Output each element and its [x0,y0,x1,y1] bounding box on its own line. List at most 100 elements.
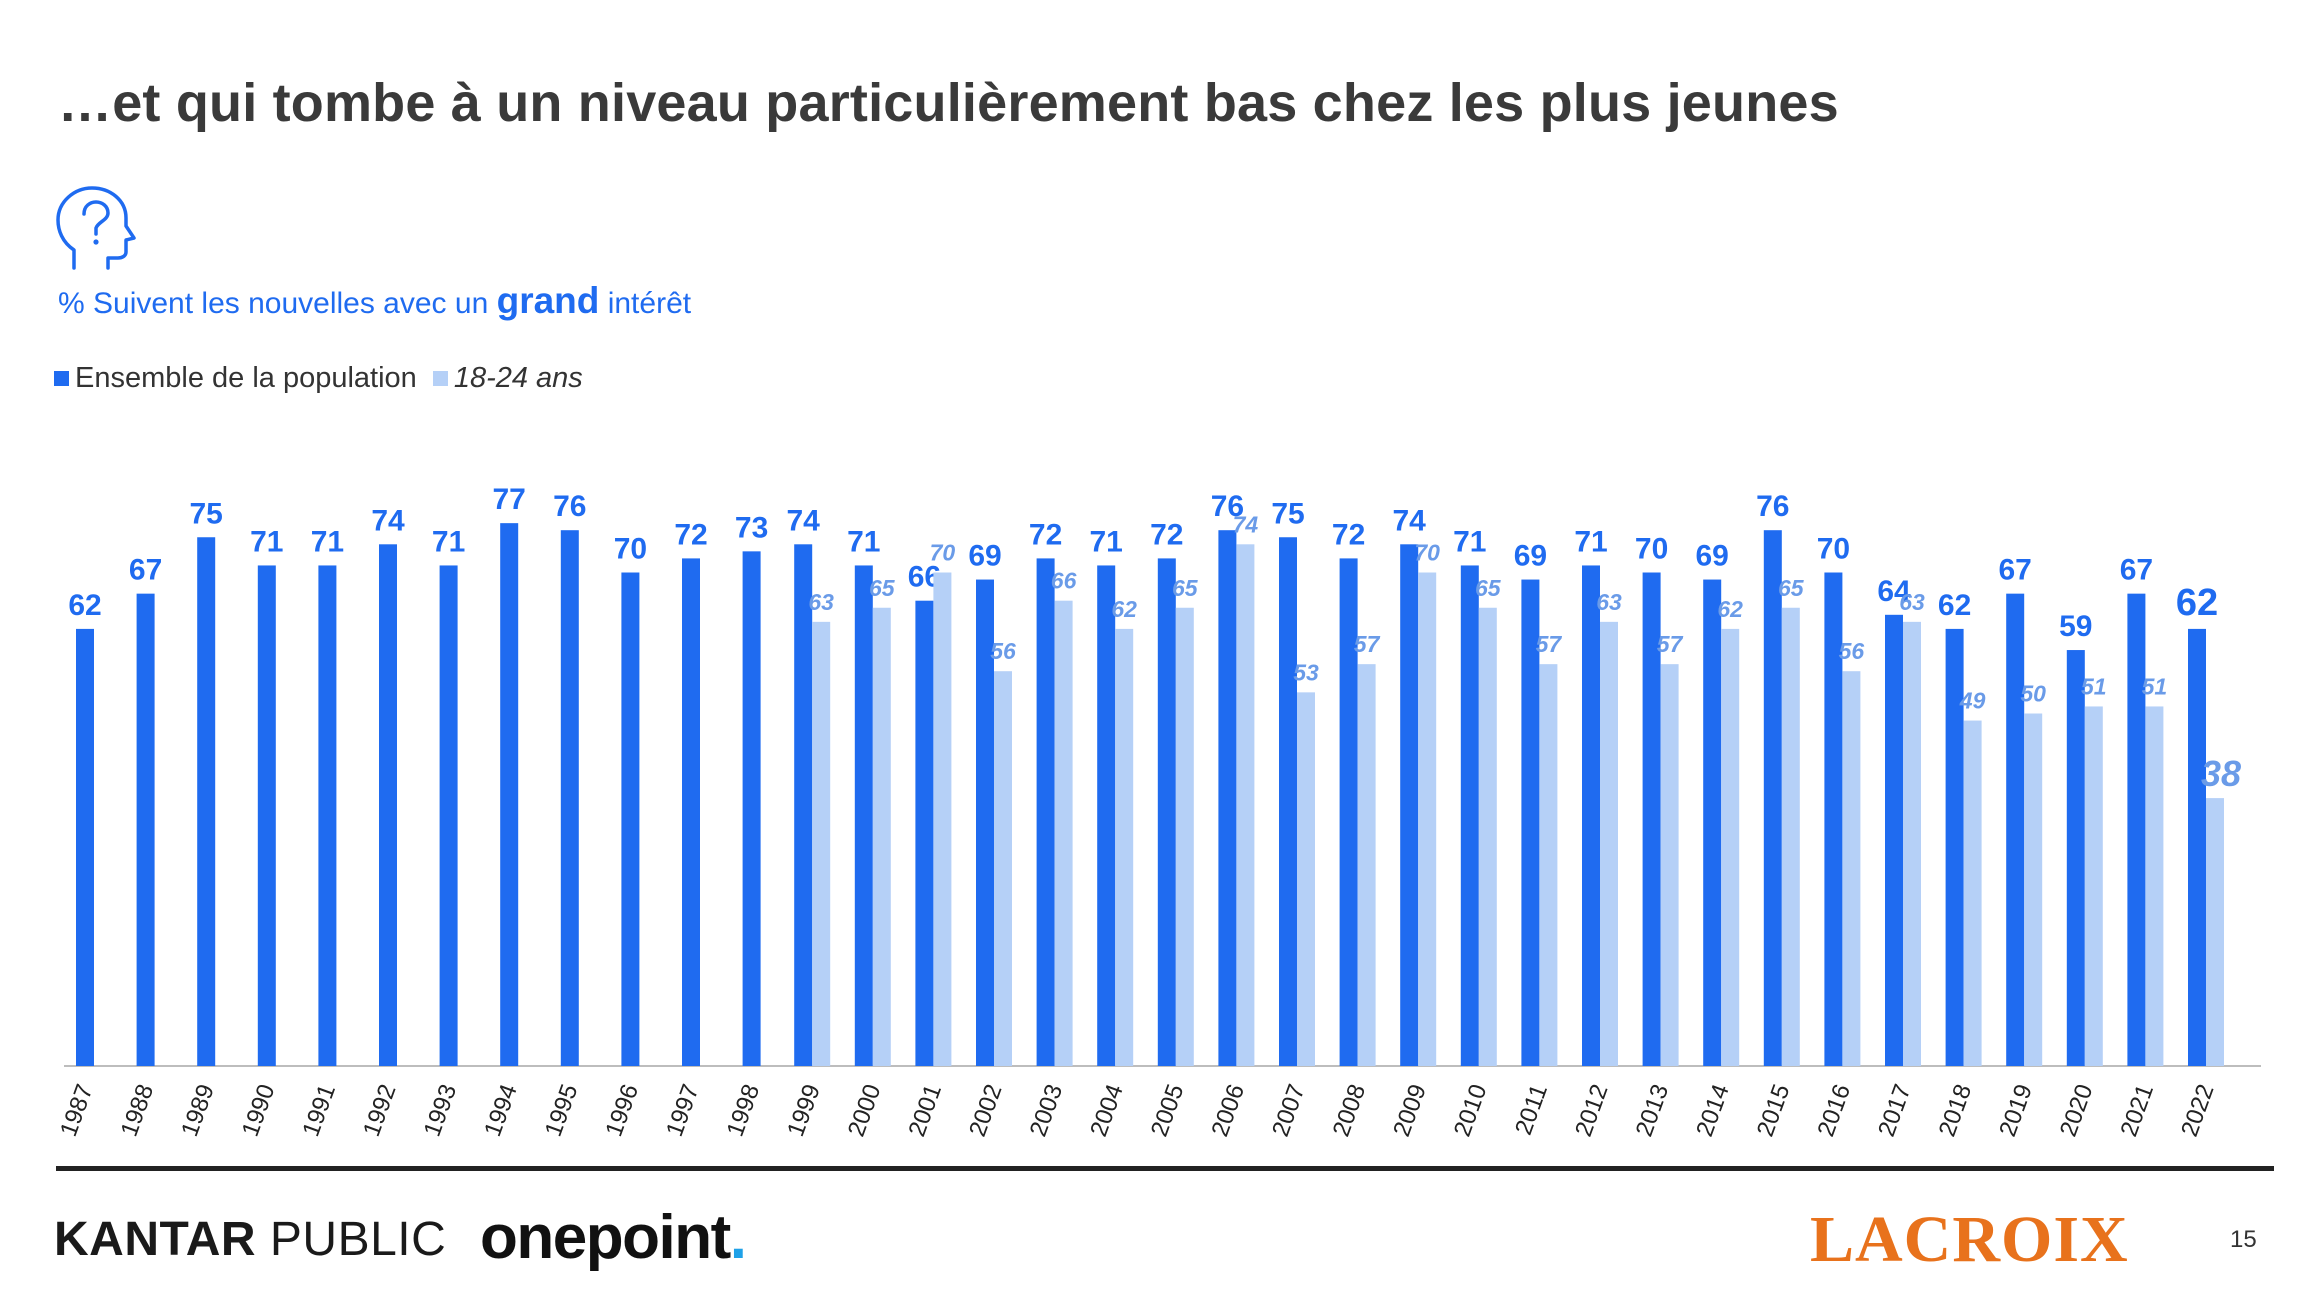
subtitle-suffix: intérêt [599,287,692,320]
x-tick-label-1991: 1991 [297,1081,341,1140]
data-label-population-2007: 75 [1271,497,1304,530]
x-tick-label-2001: 2001 [903,1081,947,1140]
data-label-population-2002: 69 [968,540,1001,573]
data-label-youth-2003: 66 [1051,568,1077,594]
bar-population-2012 [1582,565,1600,1066]
data-label-population-1989: 75 [190,497,223,530]
data-label-population-2003: 72 [1029,518,1062,551]
data-label-youth-2018: 49 [1959,688,1986,714]
data-label-population-2021: 67 [2120,554,2153,587]
data-label-population-2018: 62 [1938,589,1971,622]
bar-population-2021 [2127,593,2146,1066]
bar-population-2008 [1339,558,1358,1066]
bar-youth-2014 [1721,628,1740,1066]
x-tick-label-2000: 2000 [843,1081,887,1140]
data-label-population-1998: 73 [735,511,768,544]
bar-youth-2017 [1903,621,1921,1066]
bar-population-1997 [682,558,700,1066]
legend-label-population: Ensemble de la population [75,362,417,394]
x-tick-label-1998: 1998 [722,1081,766,1140]
x-tick-label-2022: 2022 [2176,1081,2220,1140]
bar-youth-2012 [1600,621,1618,1066]
data-label-population-1994: 77 [493,483,526,516]
data-label-population-2022: 62 [2176,582,2218,624]
bar-population-1989 [197,537,216,1066]
legend-swatch-population [54,371,69,386]
data-label-population-2012: 71 [1574,525,1607,558]
data-label-population-2014: 69 [1696,540,1729,573]
bar-youth-2008 [1357,664,1376,1066]
bar-population-2006 [1218,530,1237,1066]
data-label-population-2005: 72 [1150,518,1183,551]
bar-population-1999 [794,544,813,1066]
data-label-youth-2014: 62 [1717,596,1743,622]
data-label-population-1997: 72 [674,518,707,551]
data-label-population-2020: 59 [2059,610,2092,643]
legend-item-population: Ensemble de la population [54,362,417,395]
public-logo-text: PUBLIC [256,1213,447,1266]
x-tick-label-2005: 2005 [1146,1081,1190,1140]
x-tick-label-1988: 1988 [116,1081,160,1140]
data-label-population-1988: 67 [129,554,162,587]
bar-population-2017 [1885,614,1903,1066]
chart-legend: Ensemble de la population 18-24 ans [54,362,599,395]
x-tick-label-2013: 2013 [1631,1081,1675,1140]
x-tick-label-1987: 1987 [55,1081,99,1140]
bar-youth-2000 [872,607,891,1066]
data-label-youth-2004: 62 [1111,596,1137,622]
bar-population-1992 [379,544,397,1066]
bar-population-2011 [1521,579,1540,1066]
x-tick-label-2019: 2019 [1994,1081,2038,1140]
bar-youth-2016 [1842,671,1861,1066]
bar-youth-2004 [1115,628,1134,1066]
x-tick-label-1992: 1992 [358,1081,402,1140]
data-label-youth-1999: 63 [808,589,834,615]
data-label-youth-2006: 74 [1233,511,1259,537]
bar-youth-2018 [1963,720,1982,1066]
bar-population-2000 [854,565,873,1066]
bar-population-1993 [439,565,458,1066]
onepoint-logo-text: onepoint [480,1203,731,1272]
data-label-population-2010: 71 [1453,525,1486,558]
data-label-youth-2010: 65 [1475,575,1502,601]
bar-youth-2003 [1054,600,1073,1066]
data-label-population-2011: 69 [1514,540,1547,573]
x-tick-label-2004: 2004 [1085,1081,1129,1140]
bar-youth-2020 [2084,706,2103,1066]
data-label-population-2009: 74 [1393,504,1427,537]
bar-population-2013 [1642,572,1661,1066]
bar-population-1996 [621,572,640,1066]
data-label-population-2017: 64 [1877,575,1911,608]
x-tick-label-2006: 2006 [1206,1081,1250,1140]
x-tick-label-1989: 1989 [176,1081,220,1140]
data-label-population-2016: 70 [1817,533,1850,566]
data-label-youth-2020: 51 [2081,673,2107,699]
data-label-youth-2015: 65 [1778,575,1805,601]
x-tick-label-1999: 1999 [782,1081,826,1140]
bar-population-2003 [1036,558,1055,1066]
bar-youth-2002 [994,671,1012,1066]
x-tick-label-1990: 1990 [237,1081,281,1140]
bar-population-2004 [1097,565,1116,1066]
bar-youth-2010 [1478,607,1497,1066]
kantar-logo-text: KANTAR [54,1213,257,1266]
x-tick-label-2014: 2014 [1691,1081,1735,1140]
data-label-population-1996: 70 [614,533,647,566]
footer-divider [56,1166,2274,1171]
head-question-icon [56,186,136,270]
bar-youth-2006 [1236,544,1255,1066]
x-tick-label-1993: 1993 [419,1081,463,1140]
x-tick-label-1997: 1997 [661,1081,705,1140]
legend-item-youth: 18-24 ans [432,362,583,395]
data-label-youth-2012: 63 [1596,589,1622,615]
data-label-youth-2002: 56 [990,638,1016,664]
legend-swatch-youth [432,371,448,386]
bar-population-1990 [257,565,276,1066]
data-label-population-2019: 67 [1999,554,2032,587]
x-tick-label-1994: 1994 [479,1081,523,1140]
page-number: 15 [2230,1226,2257,1253]
bar-population-1994 [500,523,519,1066]
bar-population-2005 [1157,558,1176,1066]
bar-population-2002 [976,579,994,1066]
bar-population-2016 [1824,572,1843,1066]
